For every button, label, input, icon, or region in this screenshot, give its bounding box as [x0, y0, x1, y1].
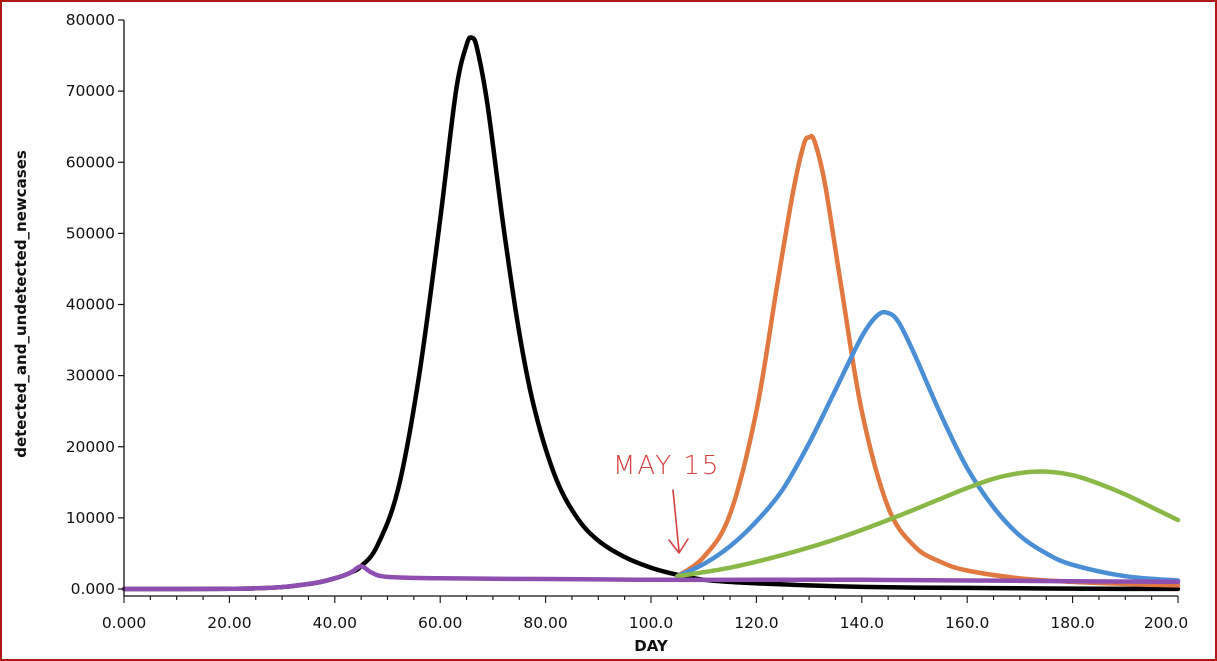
y-tick-label: 60000 — [66, 153, 115, 171]
plot-lines — [121, 35, 1181, 592]
x-tick-label: 100.0 — [629, 614, 673, 632]
blue-series-line — [675, 309, 1181, 583]
annotation-text: MAY 15 — [613, 451, 720, 481]
x-tick-label: 120.0 — [734, 614, 778, 632]
x-tick-label: 160.0 — [945, 614, 989, 632]
x-tick-label: 200.0 — [1144, 614, 1188, 632]
axes — [123, 20, 1178, 597]
y-tick-label: 30000 — [66, 367, 115, 385]
black-series-line — [121, 35, 1181, 592]
y-tick-label: 20000 — [66, 438, 115, 456]
green-series-line — [675, 469, 1181, 579]
y-tick-label: 80000 — [66, 11, 115, 29]
y-ticks: 0.000 10000 20000 30000 40000 50000 60000 70000… — [66, 11, 124, 598]
x-tick-label: 80.00 — [523, 614, 567, 632]
orange-series-line — [675, 133, 1181, 588]
y-tick-label: 10000 — [66, 509, 115, 527]
x-tick-label: 40.00 — [313, 614, 357, 632]
purple-series-line — [121, 563, 1181, 592]
y-axis-label: detected_and_undetected_newcases — [12, 150, 30, 458]
x-tick-label: 140.0 — [840, 614, 884, 632]
annotation-arrow — [668, 489, 689, 554]
y-tick-label: 40000 — [66, 296, 115, 314]
y-tick-label: 50000 — [66, 224, 115, 242]
x-tick-label: 0.000 — [102, 614, 146, 632]
y-tick-label: 70000 — [66, 82, 115, 100]
x-tick-label: 20.00 — [207, 614, 251, 632]
x-ticks: 0.000 20.00 40.00 60.00 80.00 100.0 120.0 140.0… — [102, 596, 1188, 632]
may15-annotation: MAY 15 — [613, 451, 720, 554]
y-tick-label: 0.000 — [71, 580, 115, 598]
x-tick-label: 180.0 — [1050, 614, 1094, 632]
x-axis-label: DAY — [634, 637, 669, 655]
x-tick-label: 60.00 — [418, 614, 462, 632]
